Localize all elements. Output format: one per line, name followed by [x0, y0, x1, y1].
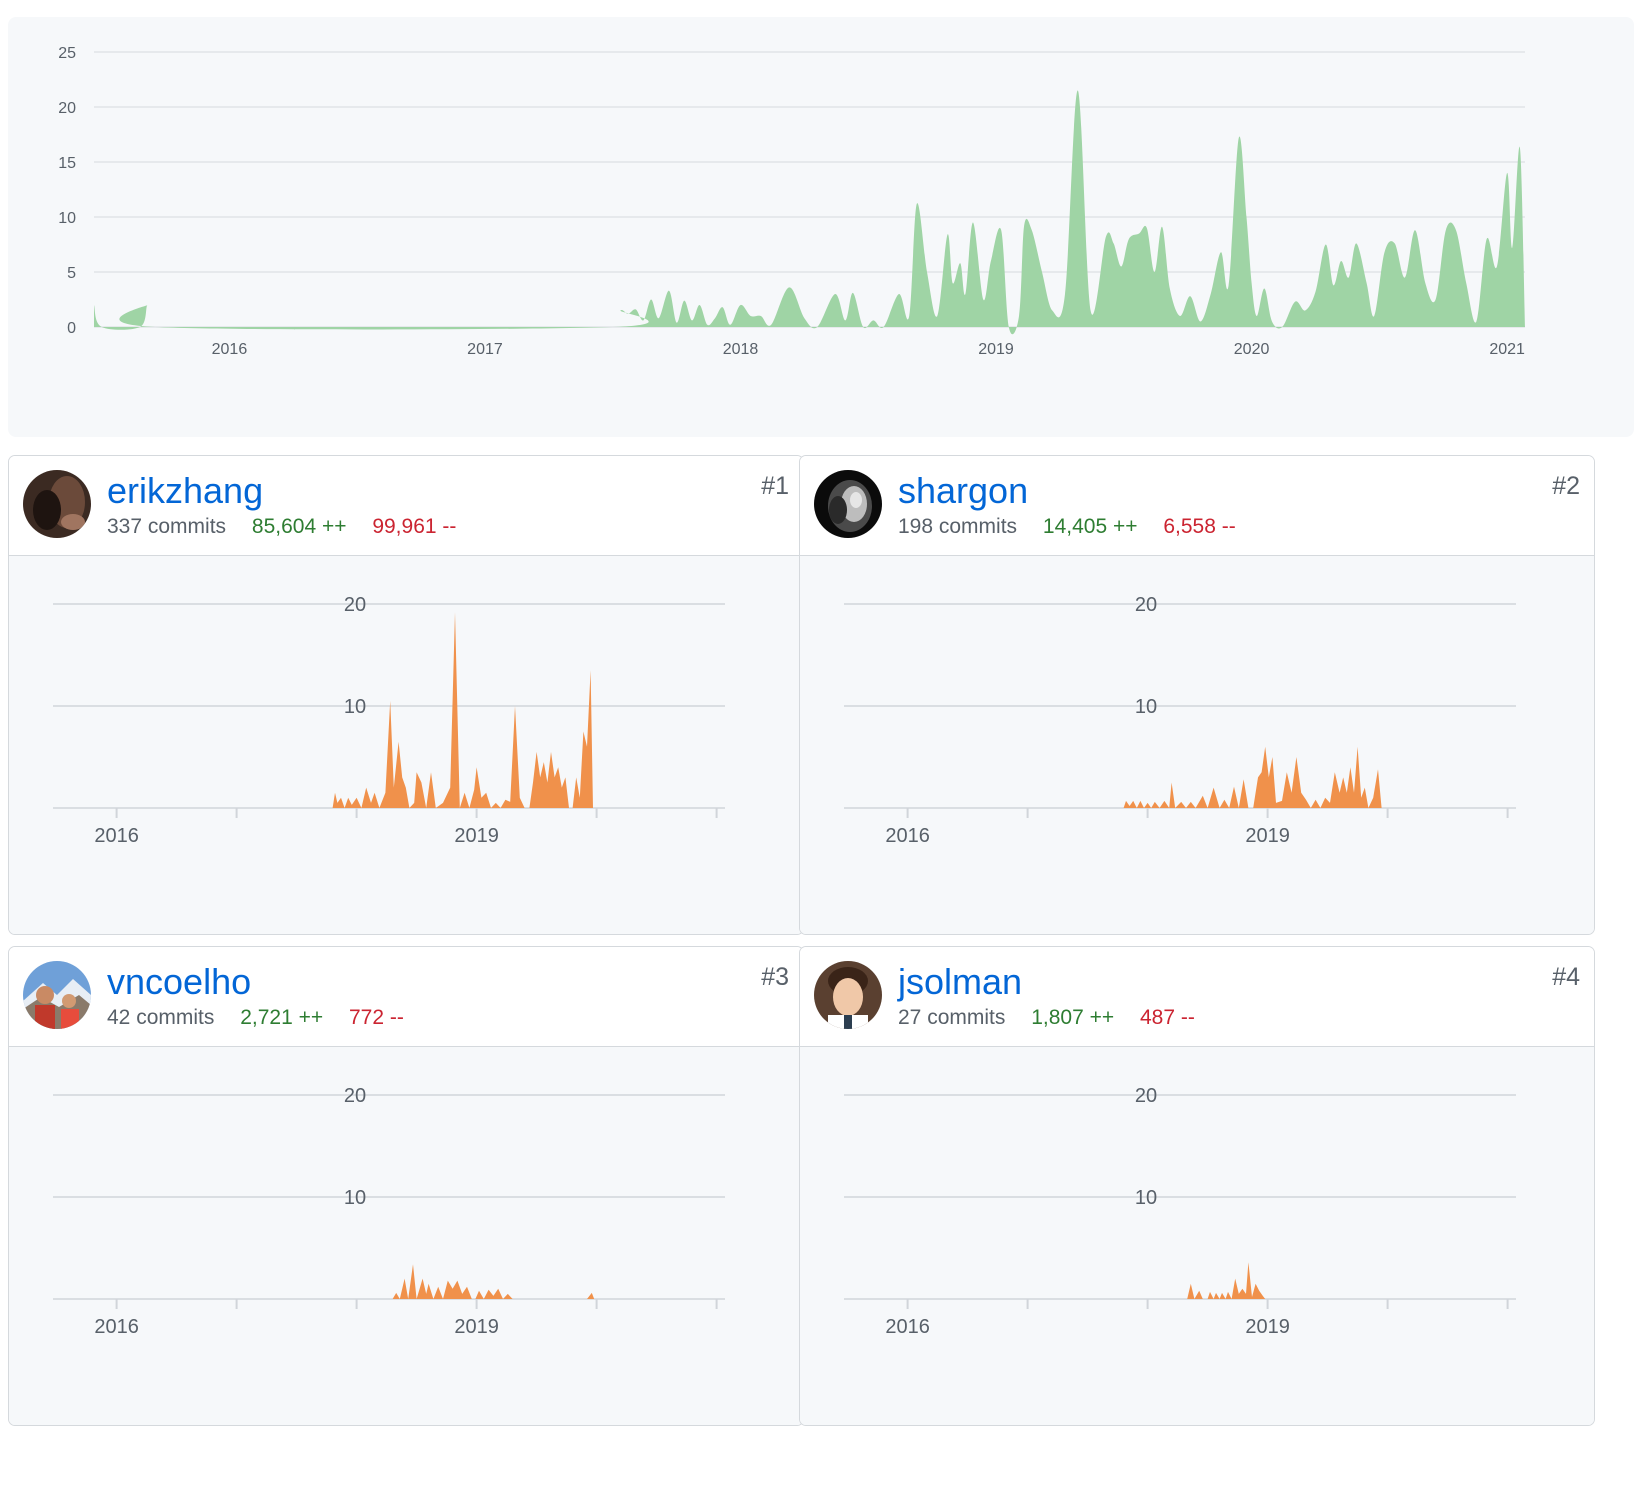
avatar[interactable] — [23, 961, 91, 1029]
y-tick-label: 10 — [344, 696, 366, 718]
contributor-chart: 10 20 2016 2019 — [9, 556, 803, 934]
x-tick-label: 2019 — [1245, 825, 1290, 847]
contributor-card: vncoelho 42 commits 2,721 ++ 772 -- #3 1… — [8, 946, 804, 1426]
contributor-chart-svg: 10 20 2016 2019 — [53, 1085, 725, 1338]
avatar[interactable] — [814, 470, 882, 538]
contributor-stats: 42 commits 2,721 ++ 772 -- — [107, 1005, 424, 1031]
y-tick-label: 10 — [1135, 696, 1157, 718]
y-tick-label: 20 — [344, 1085, 366, 1107]
contributor-rank: #3 — [761, 963, 789, 991]
contributor-stats: 337 commits 85,604 ++ 99,961 -- — [107, 514, 476, 540]
contributor-card: jsolman 27 commits 1,807 ++ 487 -- #4 10… — [799, 946, 1595, 1426]
contributor-chart: 10 20 2016 2019 — [9, 1047, 803, 1425]
x-tick-label: 2019 — [978, 341, 1014, 358]
x-tick-label: 2019 — [454, 825, 499, 847]
deletions-count: 487 -- — [1139, 1006, 1195, 1029]
contributor-chart-svg: 10 20 2016 2019 — [844, 594, 1516, 847]
contributor-username-link[interactable]: shargon — [898, 470, 1029, 511]
x-tick-label: 2016 — [212, 341, 248, 358]
contributor-rank: #1 — [761, 472, 789, 500]
y-tick-label: 20 — [1135, 1085, 1157, 1107]
contributor-rank: #2 — [1552, 472, 1580, 500]
additions-count: 1,807 ++ — [1031, 1006, 1115, 1029]
avatar-image — [23, 470, 91, 538]
x-tick-label: 2021 — [1489, 341, 1525, 358]
contributor-commits-area — [332, 612, 593, 808]
y-tick-label: 10 — [1135, 1187, 1157, 1209]
commit-count[interactable]: 337 commits — [107, 515, 227, 538]
avatar[interactable] — [814, 961, 882, 1029]
x-tick-label: 2018 — [723, 341, 759, 358]
y-tick-label: 15 — [58, 155, 76, 172]
x-tick-label: 2016 — [885, 1316, 930, 1338]
commits-chart-svg: 0 5 10 15 20 25 2016 2017 2018 2019 2020 2021 — [58, 45, 1525, 358]
y-tick-label: 5 — [67, 265, 76, 282]
contributor-chart: 10 20 2016 2019 — [800, 556, 1594, 934]
contributor-chart: 10 20 2016 2019 — [800, 1047, 1594, 1425]
y-tick-label: 25 — [58, 45, 76, 62]
contributor-commits-area — [392, 1264, 595, 1299]
contributor-card-header: erikzhang 337 commits 85,604 ++ 99,961 -… — [9, 456, 803, 556]
x-tick-label: 2016 — [885, 825, 930, 847]
commits-over-time-chart: 0 5 10 15 20 25 2016 2017 2018 2019 2020 2021 — [8, 17, 1634, 437]
commit-count[interactable]: 27 commits — [898, 1006, 1006, 1029]
contributor-username-link[interactable]: jsolman — [898, 961, 1023, 1002]
x-tick-label: 2020 — [1234, 341, 1270, 358]
y-tick-label: 20 — [58, 100, 76, 117]
avatar-image — [814, 961, 882, 1029]
additions-count: 14,405 ++ — [1042, 515, 1138, 538]
contributor-card: shargon 198 commits 14,405 ++ 6,558 -- #… — [799, 455, 1595, 935]
y-tick-label: 20 — [1135, 594, 1157, 616]
contributor-chart-svg: 10 20 2016 2019 — [844, 1085, 1516, 1338]
y-tick-label: 10 — [58, 210, 76, 227]
contributor-commits-area — [1187, 1262, 1266, 1299]
contributor-rank: #4 — [1552, 963, 1580, 991]
contributor-commits-area — [1123, 746, 1382, 808]
deletions-count: 99,961 -- — [372, 515, 457, 538]
deletions-count: 772 -- — [348, 1006, 404, 1029]
y-tick-label: 0 — [67, 320, 76, 337]
contributor-card-header: shargon 198 commits 14,405 ++ 6,558 -- #… — [800, 456, 1594, 556]
x-tick-label: 2016 — [94, 825, 139, 847]
commit-count[interactable]: 198 commits — [898, 515, 1018, 538]
contributor-stats: 198 commits 14,405 ++ 6,558 -- — [898, 514, 1256, 540]
contributor-stats: 27 commits 1,807 ++ 487 -- — [898, 1005, 1215, 1031]
contributor-card-header: jsolman 27 commits 1,807 ++ 487 -- #4 — [800, 947, 1594, 1047]
y-tick-label: 10 — [344, 1187, 366, 1209]
avatar-image — [23, 961, 91, 1029]
avatar[interactable] — [23, 470, 91, 538]
avatar-image — [814, 470, 882, 538]
contributor-chart-svg: 10 20 2016 2019 — [53, 594, 725, 847]
contributor-card-header: vncoelho 42 commits 2,721 ++ 772 -- #3 — [9, 947, 803, 1047]
additions-count: 85,604 ++ — [251, 515, 347, 538]
additions-count: 2,721 ++ — [240, 1006, 324, 1029]
commits-area — [94, 90, 1525, 335]
x-tick-label: 2019 — [454, 1316, 499, 1338]
x-tick-label: 2016 — [94, 1316, 139, 1338]
commit-count[interactable]: 42 commits — [107, 1006, 215, 1029]
y-tick-label: 20 — [344, 594, 366, 616]
contributor-username-link[interactable]: erikzhang — [107, 470, 264, 511]
deletions-count: 6,558 -- — [1163, 515, 1236, 538]
x-tick-label: 2019 — [1245, 1316, 1290, 1338]
x-tick-label: 2017 — [467, 341, 503, 358]
contributor-username-link[interactable]: vncoelho — [107, 961, 252, 1002]
contributor-card: erikzhang 337 commits 85,604 ++ 99,961 -… — [8, 455, 804, 935]
